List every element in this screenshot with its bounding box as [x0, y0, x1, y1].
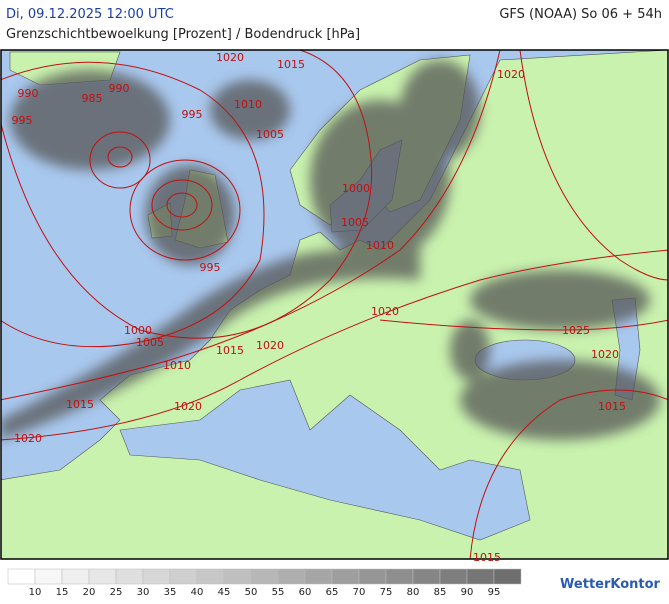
legend-swatch	[169, 568, 198, 585]
legend-swatch	[304, 568, 333, 585]
legend-swatch	[493, 568, 522, 585]
legend-swatch	[466, 568, 495, 585]
legend-swatch	[331, 568, 360, 585]
legend-label: 20	[83, 587, 96, 598]
legend-label: 50	[245, 587, 258, 598]
legend-swatch	[7, 568, 36, 585]
legend-swatch	[439, 568, 468, 585]
isobar-label: 1015	[598, 400, 626, 413]
isobar-label: 1010	[234, 98, 262, 111]
legend-label: 90	[461, 587, 474, 598]
isobar-label: 1020	[591, 348, 619, 361]
isobar-label: 1000	[124, 324, 152, 337]
legend-swatch	[115, 568, 144, 585]
map	[1, 50, 668, 559]
legend-label: 15	[56, 587, 69, 598]
legend-swatch	[196, 568, 225, 585]
legend-label: 70	[353, 587, 366, 598]
legend-swatch	[88, 568, 117, 585]
legend-swatch	[250, 568, 279, 585]
isobar-label: 1015	[66, 398, 94, 411]
legend-swatch	[412, 568, 441, 585]
isobar-label: 1015	[473, 551, 501, 564]
isobar-label: 995	[12, 114, 33, 127]
isobar-label: 1010	[163, 359, 191, 372]
map-frame	[0, 49, 669, 560]
isobar-label: 1020	[371, 305, 399, 318]
model: GFS (NOAA) So 06 + 54h	[499, 7, 662, 22]
legend-label: 65	[326, 587, 339, 598]
isobar-label: 1010	[366, 239, 394, 252]
subtitle: Grenzschichtbewoelkung [Prozent] / Boden…	[6, 27, 360, 42]
legend-label: 10	[29, 587, 42, 598]
isobar-label: 995	[182, 108, 203, 121]
legend-swatch	[34, 568, 63, 585]
isobar-label: 1020	[256, 339, 284, 352]
isobar-label: 1005	[136, 336, 164, 349]
isobar-label: 1005	[256, 128, 284, 141]
isobar-label: 1020	[14, 432, 42, 445]
legend-swatch	[223, 568, 252, 585]
isobar-label: 1015	[277, 58, 305, 71]
isobar-label: 1015	[216, 344, 244, 357]
isobar-label: 985	[82, 92, 103, 105]
legend-swatch	[358, 568, 387, 585]
legend-label: 95	[488, 587, 501, 598]
legend-swatch	[142, 568, 171, 585]
isobar-label: 1020	[174, 400, 202, 413]
isobar-label: 1025	[562, 324, 590, 337]
legend-swatch	[277, 568, 306, 585]
legend-label: 45	[218, 587, 231, 598]
legend-label: 25	[110, 587, 123, 598]
legend-label: 40	[191, 587, 204, 598]
legend-label: 80	[407, 587, 420, 598]
isobar-label: 1020	[216, 51, 244, 64]
legend-swatch	[385, 568, 414, 585]
brand: WetterKontor	[560, 577, 661, 592]
legend-label: 75	[380, 587, 393, 598]
isobar-label: 1020	[497, 68, 525, 81]
legend-label: 55	[272, 587, 285, 598]
isobar-label: 1000	[342, 182, 370, 195]
legend-label: 85	[434, 587, 447, 598]
isobar-label: 995	[200, 261, 221, 274]
datetime: Di, 09.12.2025 12:00 UTC	[6, 7, 174, 22]
legend-label: 35	[164, 587, 177, 598]
legend-label: 30	[137, 587, 150, 598]
legend-label: 60	[299, 587, 312, 598]
legend-swatch	[61, 568, 90, 585]
isobar-label: 1005	[341, 216, 369, 229]
isobar-label: 990	[109, 82, 130, 95]
isobar-label: 990	[18, 87, 39, 100]
